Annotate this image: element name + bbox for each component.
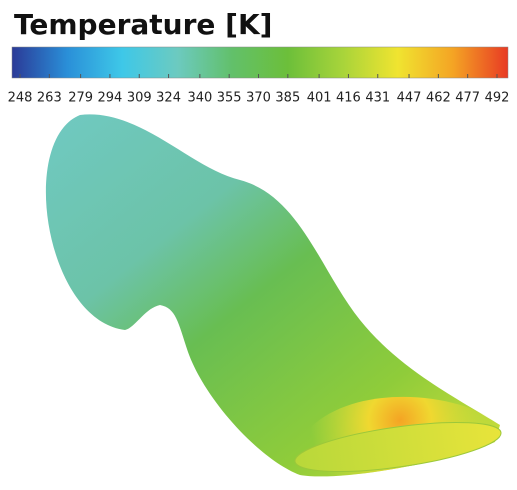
- geometry: [46, 114, 504, 481]
- tick-label: 401: [307, 91, 332, 106]
- page: Temperature [K] 248 263 279 294 309 324 340 355…: [0, 0, 517, 490]
- colorbar: [12, 47, 508, 78]
- tick-label: 370: [246, 91, 271, 106]
- tick-label: 263: [37, 91, 62, 106]
- tick-label: 309: [127, 91, 152, 106]
- tick-label: 324: [156, 91, 181, 106]
- tick-label: 477: [455, 91, 480, 106]
- title: Temperature [K]: [14, 8, 272, 41]
- tick-label: 447: [397, 91, 422, 106]
- tick-label: 462: [426, 91, 451, 106]
- tick-label: 355: [217, 91, 242, 106]
- figure: Temperature [K] 248 263 279 294 309 324 340 355…: [0, 0, 517, 490]
- tick-label: 385: [275, 91, 300, 106]
- tick-label: 340: [187, 91, 212, 106]
- tick-label: 248: [8, 91, 33, 106]
- tick-label: 294: [98, 91, 123, 106]
- tick-label: 492: [485, 91, 510, 106]
- tick-label: 279: [68, 91, 93, 106]
- tick-label: 416: [336, 91, 361, 106]
- tick-label: 431: [365, 91, 390, 106]
- colorbar-ticks: 248 263 279 294 309 324 340 355 370 385 401 416 431 4…: [8, 74, 510, 106]
